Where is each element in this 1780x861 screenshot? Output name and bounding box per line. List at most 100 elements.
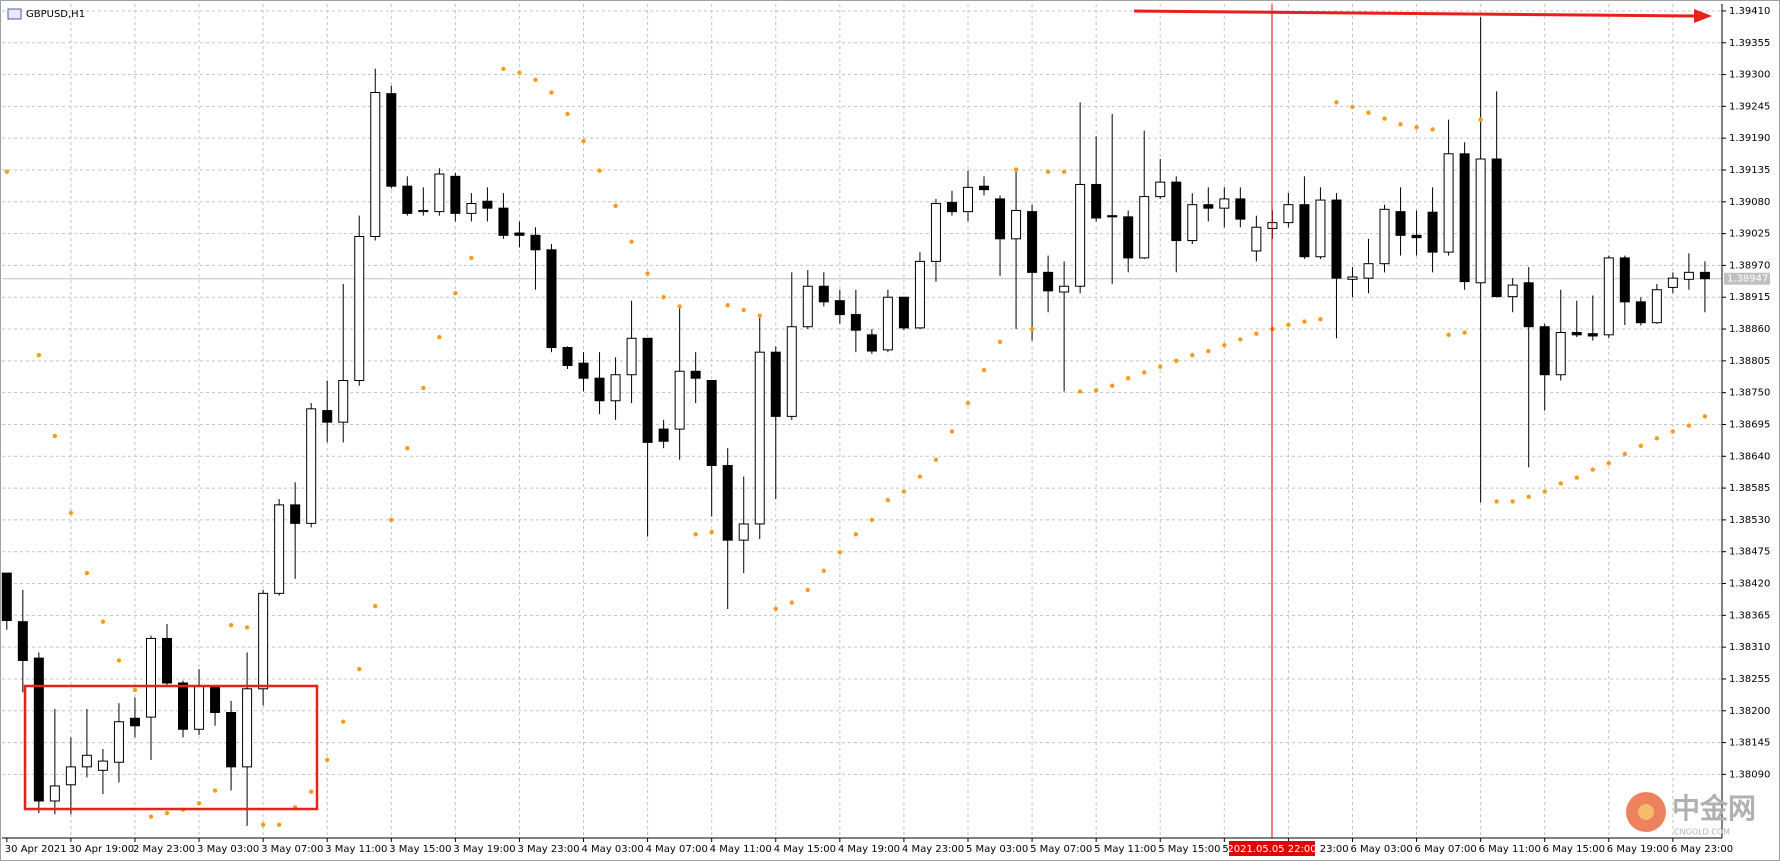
sar-dot xyxy=(1029,326,1035,332)
x-tick-label: 6 May 19:00 xyxy=(1607,844,1669,855)
candle-body xyxy=(402,185,413,214)
y-tick-label: 1.38200 xyxy=(1729,706,1770,717)
sar-dot xyxy=(1702,414,1708,419)
y-tick-label: 1.39245 xyxy=(1729,101,1770,112)
sar-dot xyxy=(661,295,666,300)
candle-body xyxy=(1427,211,1438,253)
candle-body xyxy=(1235,198,1246,220)
crosshair-label: 2021.05.05 22:00 xyxy=(1227,844,1316,855)
candle-body xyxy=(498,207,509,236)
sar-dot xyxy=(308,789,314,794)
candle-body xyxy=(1251,226,1262,252)
candle-body xyxy=(1075,183,1086,287)
sar-dot xyxy=(965,400,971,406)
candle-body xyxy=(1123,216,1134,259)
candle-body xyxy=(530,234,541,251)
y-tick-label: 1.39300 xyxy=(1729,70,1770,81)
y-tick-label: 1.38090 xyxy=(1729,769,1770,780)
sar-dot xyxy=(1238,337,1243,342)
candle-body xyxy=(1587,333,1598,337)
sar-dot xyxy=(1478,117,1483,122)
candle-body xyxy=(1203,204,1214,209)
sar-dot xyxy=(645,271,650,276)
candle-body xyxy=(162,637,172,684)
candle-body xyxy=(578,362,589,379)
sar-dot xyxy=(68,510,74,516)
candle-body xyxy=(1043,271,1054,292)
candle-body xyxy=(226,711,237,768)
sar-dot xyxy=(805,587,810,593)
candle-body xyxy=(674,370,685,430)
candle-body xyxy=(1539,326,1550,376)
candle-body xyxy=(690,370,701,379)
candle-body xyxy=(338,380,349,423)
sar-dot xyxy=(1622,451,1628,457)
candle-body xyxy=(1315,199,1326,258)
sar-dot xyxy=(1670,429,1676,434)
sar-dot xyxy=(341,719,346,724)
sar-dot xyxy=(1190,352,1195,358)
sar-dot xyxy=(773,606,778,612)
y-tick-label: 1.38475 xyxy=(1729,547,1770,558)
sar-dot xyxy=(1318,317,1323,322)
candle-body xyxy=(1363,263,1374,279)
sar-dot xyxy=(132,687,138,693)
candle-body xyxy=(882,296,893,351)
candle-body xyxy=(1219,198,1230,209)
sar-dot xyxy=(1574,475,1579,480)
sar-dot xyxy=(757,313,762,318)
candle-body xyxy=(1603,257,1614,336)
candle-body xyxy=(306,408,317,524)
candle-body xyxy=(722,465,733,541)
sar-dot xyxy=(581,138,586,144)
x-tick-label: 3 May 19:00 xyxy=(453,844,515,855)
y-tick-label: 1.38640 xyxy=(1729,451,1770,462)
sar-dot xyxy=(1654,436,1660,441)
sar-dot xyxy=(469,255,474,261)
sar-dot xyxy=(421,385,426,391)
plot xyxy=(1,17,1722,827)
candle-body xyxy=(1283,204,1294,224)
sar-dot xyxy=(1686,423,1692,428)
sar-dot xyxy=(837,550,843,555)
axis-labels: 1.39410 1.39355 1.39300 1.39245 1.39190 1.391… xyxy=(5,6,1771,855)
candle-body xyxy=(33,657,44,802)
candle-body xyxy=(178,682,189,730)
candle-body xyxy=(1507,284,1518,298)
candle-body xyxy=(1331,199,1342,279)
candle-body xyxy=(642,337,653,443)
x-tick-label: 6 May 11:00 xyxy=(1479,844,1541,855)
sar-dot xyxy=(100,619,106,624)
y-tick-label: 1.38860 xyxy=(1729,324,1770,335)
sar-dot xyxy=(196,801,202,806)
x-tick-label: 4 May 19:00 xyxy=(838,844,900,855)
y-tick-label: 1.38585 xyxy=(1729,483,1770,494)
candle-body xyxy=(1187,204,1198,242)
sar-dot xyxy=(1334,100,1339,105)
y-tick-label: 1.38310 xyxy=(1729,642,1770,653)
candle-body xyxy=(963,186,973,213)
x-tick-label: 6 May 15:00 xyxy=(1543,844,1605,855)
candle-body xyxy=(995,198,1006,240)
sar-dot xyxy=(821,568,827,573)
sar-dot xyxy=(597,168,602,173)
candle-body xyxy=(834,300,845,316)
watermark-logo-inner xyxy=(1638,804,1654,820)
y-tick-label: 1.39025 xyxy=(1729,229,1770,240)
x-tick-label: 5 May 15:00 xyxy=(1158,844,1220,855)
sar-dot xyxy=(1414,124,1419,130)
sar-dot xyxy=(1366,110,1371,115)
sar-dot xyxy=(1510,499,1515,504)
sar-dot xyxy=(1013,167,1019,172)
y-tick-label: 1.38420 xyxy=(1729,579,1770,590)
highlight-box xyxy=(23,684,319,811)
sar-dot xyxy=(901,489,907,494)
sar-dot xyxy=(36,352,42,358)
candle-body xyxy=(1139,196,1150,259)
candle-body xyxy=(1651,289,1662,324)
sar-dot xyxy=(1638,443,1644,449)
candle-body xyxy=(418,209,429,213)
sar-dot xyxy=(1222,343,1227,348)
x-tick-label: 5 May 03:00 xyxy=(966,844,1028,855)
sar-dot xyxy=(1158,364,1163,369)
